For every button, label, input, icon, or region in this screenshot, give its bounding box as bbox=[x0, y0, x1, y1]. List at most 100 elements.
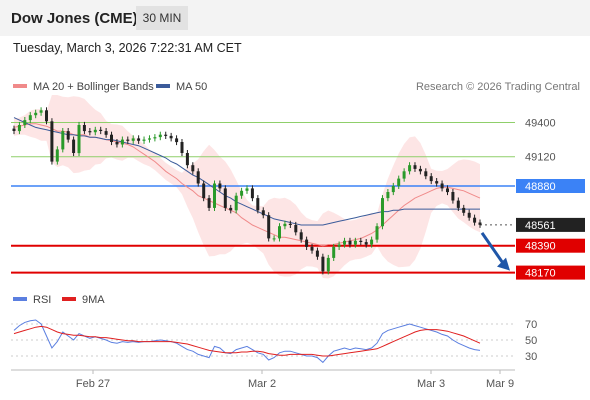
candle-body bbox=[353, 240, 357, 245]
x-tick-label: Mar 2 bbox=[248, 378, 276, 390]
candle-body bbox=[294, 225, 298, 233]
rsi-ma-legend-swatch bbox=[62, 297, 76, 301]
candle-body bbox=[261, 210, 265, 216]
level-lines-layer bbox=[11, 122, 515, 274]
candle-body bbox=[12, 128, 16, 131]
candle-body bbox=[462, 207, 466, 213]
candle-body bbox=[408, 165, 412, 172]
candle-body bbox=[202, 183, 206, 199]
candle-body bbox=[446, 188, 449, 193]
candle-body bbox=[402, 171, 406, 179]
level-label: 48390 bbox=[525, 241, 556, 253]
candle-body bbox=[223, 188, 227, 208]
candle-body bbox=[267, 215, 271, 239]
candle-body bbox=[142, 139, 146, 141]
rsi-tick-label: 50 bbox=[525, 335, 537, 347]
candle-body bbox=[180, 142, 184, 153]
candle-body bbox=[153, 137, 157, 139]
candle-body bbox=[39, 110, 43, 113]
candle-body bbox=[288, 223, 292, 225]
rsi-ma-line bbox=[13, 325, 481, 357]
candle-body bbox=[50, 121, 54, 162]
candle-body bbox=[66, 131, 70, 140]
candle-body bbox=[148, 138, 151, 140]
rsi-ma-legend-label: 9MA bbox=[82, 294, 105, 306]
candle-body bbox=[391, 186, 395, 193]
candle-body bbox=[310, 246, 314, 251]
candle-body bbox=[451, 192, 455, 201]
candle-body bbox=[321, 256, 325, 272]
candle-body bbox=[386, 192, 390, 199]
candle-body bbox=[359, 240, 363, 242]
candle-body bbox=[473, 217, 477, 223]
candle-body bbox=[424, 171, 428, 177]
copyright-label: Research © 2026 Trading Central bbox=[416, 81, 580, 93]
level-label: 49400 bbox=[525, 118, 556, 130]
bollinger-band bbox=[14, 95, 480, 279]
candle-body bbox=[364, 242, 368, 245]
candle-body bbox=[467, 212, 471, 218]
candle-body bbox=[104, 131, 108, 135]
timeframe-badge[interactable]: 30 MIN bbox=[136, 6, 188, 30]
rsi-tick-label: 30 bbox=[525, 351, 537, 363]
level-label-box bbox=[516, 238, 585, 253]
x-tick-label: Feb 27 bbox=[76, 378, 110, 390]
candle-body bbox=[61, 131, 65, 150]
ma20-legend-swatch bbox=[13, 84, 27, 88]
candle-body bbox=[158, 134, 162, 138]
level-label: 48880 bbox=[525, 181, 556, 193]
candle-body bbox=[93, 129, 97, 133]
instrument-title: Dow Jones (CME) bbox=[11, 10, 138, 27]
candle-body bbox=[34, 112, 38, 116]
candle-body bbox=[110, 134, 113, 142]
chart-header: Dow Jones (CME) 30 MIN bbox=[0, 0, 590, 36]
candle-body bbox=[191, 165, 195, 172]
candle-body bbox=[218, 183, 222, 189]
candle-body bbox=[343, 240, 346, 245]
candle-body bbox=[315, 250, 319, 257]
level-label: 49120 bbox=[525, 152, 556, 164]
candle-body bbox=[256, 198, 260, 211]
candle-body bbox=[348, 240, 352, 245]
candle-body bbox=[245, 188, 249, 191]
candle-body bbox=[77, 125, 81, 154]
candle-body bbox=[185, 153, 189, 166]
ma20-legend-label: MA 20 + Bollinger Bands bbox=[33, 81, 154, 93]
candle-body bbox=[23, 120, 27, 125]
candle-body bbox=[17, 125, 21, 132]
level-label-box bbox=[516, 265, 585, 280]
candle-body bbox=[283, 223, 287, 227]
candle-body bbox=[207, 198, 211, 208]
level-labels-layer: 49400 49120 48880 48561 48390 48170 bbox=[516, 118, 585, 280]
candle-body bbox=[456, 200, 460, 208]
candle-body bbox=[229, 207, 233, 211]
candle-body bbox=[82, 125, 86, 132]
candle-body bbox=[55, 149, 59, 162]
candle-body bbox=[370, 239, 374, 245]
candle-body bbox=[175, 138, 179, 143]
ma50-line bbox=[13, 117, 480, 226]
candle-body bbox=[418, 168, 422, 172]
forecast-arrow-layer bbox=[480, 232, 510, 271]
candle-body bbox=[196, 171, 200, 184]
x-tick-label: Mar 3 bbox=[417, 378, 445, 390]
level-label: 48170 bbox=[525, 268, 556, 280]
candle-body bbox=[381, 198, 384, 227]
rsi-legend-label: RSI bbox=[33, 294, 51, 306]
candle-body bbox=[115, 142, 119, 145]
candle-body bbox=[88, 131, 92, 133]
candle-body bbox=[440, 183, 444, 189]
candle-body bbox=[299, 232, 303, 240]
level-label-box bbox=[516, 217, 585, 232]
candle-body bbox=[305, 239, 309, 247]
x-axis-ticks: Feb 27 Mar 2 Mar 3 Mar 9 bbox=[76, 370, 514, 390]
candles-layer bbox=[12, 107, 482, 275]
candle-body bbox=[126, 139, 130, 141]
rsi-line bbox=[13, 319, 481, 364]
candle-body bbox=[413, 165, 417, 169]
rsi-tick-label: 70 bbox=[525, 319, 537, 331]
candle-body bbox=[169, 135, 173, 139]
candle-body bbox=[478, 222, 482, 225]
candle-body bbox=[250, 188, 254, 199]
